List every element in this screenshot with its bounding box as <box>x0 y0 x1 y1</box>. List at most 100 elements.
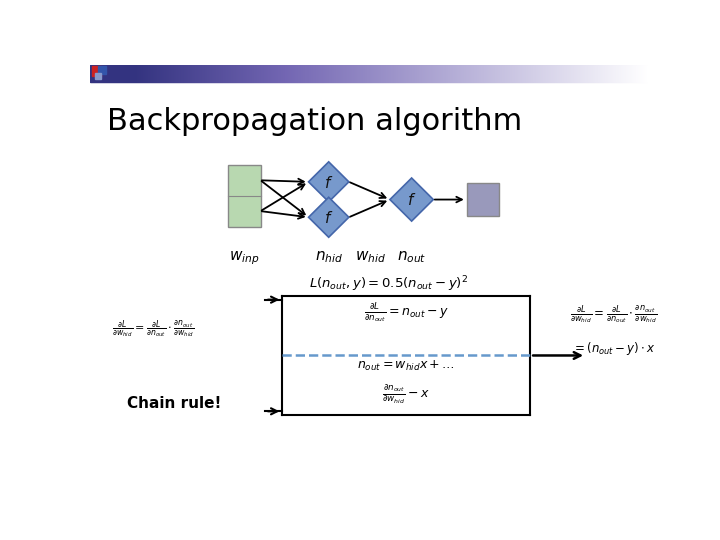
Bar <box>522 65 523 82</box>
Bar <box>444 65 445 82</box>
Bar <box>209 65 210 82</box>
Bar <box>276 65 277 82</box>
Bar <box>272 65 273 82</box>
Bar <box>357 65 358 82</box>
Bar <box>612 65 613 82</box>
Bar <box>606 65 607 82</box>
Bar <box>154 65 155 82</box>
Bar <box>587 65 588 82</box>
Bar <box>315 65 316 82</box>
Bar <box>578 65 579 82</box>
Bar <box>353 65 354 82</box>
Bar <box>561 65 562 82</box>
Bar <box>286 65 287 82</box>
Bar <box>413 65 414 82</box>
Bar <box>531 65 532 82</box>
Bar <box>419 65 420 82</box>
Bar <box>152 65 153 82</box>
Bar <box>116 65 117 82</box>
Bar <box>383 65 384 82</box>
Bar <box>339 65 340 82</box>
Bar <box>427 65 428 82</box>
Bar <box>474 65 475 82</box>
Bar <box>208 65 209 82</box>
Bar <box>151 65 152 82</box>
Bar <box>305 65 306 82</box>
Bar <box>489 65 490 82</box>
Bar <box>225 65 226 82</box>
Bar <box>369 65 370 82</box>
Bar <box>273 65 274 82</box>
Bar <box>475 65 476 82</box>
Bar <box>454 65 455 82</box>
Bar <box>190 65 191 82</box>
Bar <box>393 65 394 82</box>
Bar <box>462 65 463 82</box>
Bar <box>214 65 215 82</box>
Bar <box>294 65 295 82</box>
Bar <box>238 65 239 82</box>
Bar <box>168 65 169 82</box>
Text: $\frac{\partial L}{\partial n_{out}} = n_{out} - y$: $\frac{\partial L}{\partial n_{out}} = n… <box>364 302 449 325</box>
Bar <box>211 65 212 82</box>
Bar <box>217 65 218 82</box>
Bar <box>618 65 619 82</box>
Bar <box>523 65 524 82</box>
Bar <box>157 65 158 82</box>
Bar <box>452 65 453 82</box>
Bar <box>538 65 539 82</box>
Bar <box>128 65 129 82</box>
Bar <box>517 65 518 82</box>
Bar <box>179 65 180 82</box>
Bar <box>409 65 410 82</box>
Text: $f$: $f$ <box>324 210 333 226</box>
Bar <box>507 65 508 82</box>
Bar <box>642 65 644 82</box>
Bar <box>551 65 552 82</box>
Bar <box>253 65 254 82</box>
Bar <box>463 65 464 82</box>
Bar <box>141 65 142 82</box>
Bar <box>244 65 245 82</box>
Bar <box>309 65 310 82</box>
Bar <box>539 65 540 82</box>
Bar <box>521 65 522 82</box>
Polygon shape <box>390 178 433 221</box>
Bar <box>144 65 145 82</box>
Bar <box>584 65 585 82</box>
Bar <box>130 65 131 82</box>
Bar <box>325 65 326 82</box>
Bar <box>646 65 647 82</box>
Bar <box>605 65 606 82</box>
Bar <box>317 65 318 82</box>
Bar <box>158 65 159 82</box>
Bar <box>252 65 253 82</box>
Bar <box>335 65 336 82</box>
Text: Chain rule!: Chain rule! <box>127 396 222 411</box>
Bar <box>493 65 494 82</box>
Bar <box>200 65 201 82</box>
Bar <box>528 65 529 82</box>
Bar <box>488 65 489 82</box>
Bar <box>492 65 493 82</box>
Bar <box>588 65 589 82</box>
Bar <box>229 65 230 82</box>
Bar <box>259 65 260 82</box>
Bar <box>447 65 448 82</box>
Bar <box>169 65 170 82</box>
Bar <box>279 65 280 82</box>
Bar <box>591 65 592 82</box>
Bar <box>630 65 631 82</box>
Bar <box>178 65 179 82</box>
Bar <box>118 65 119 82</box>
Bar <box>471 65 472 82</box>
Bar <box>476 65 477 82</box>
Text: $n_{out} = w_{hid} x + \ldots$: $n_{out} = w_{hid} x + \ldots$ <box>357 359 455 374</box>
Bar <box>586 65 587 82</box>
Bar <box>183 65 184 82</box>
Bar <box>213 65 214 82</box>
Bar <box>360 65 361 82</box>
Bar <box>622 65 624 82</box>
Bar <box>102 65 103 82</box>
Bar <box>424 65 425 82</box>
